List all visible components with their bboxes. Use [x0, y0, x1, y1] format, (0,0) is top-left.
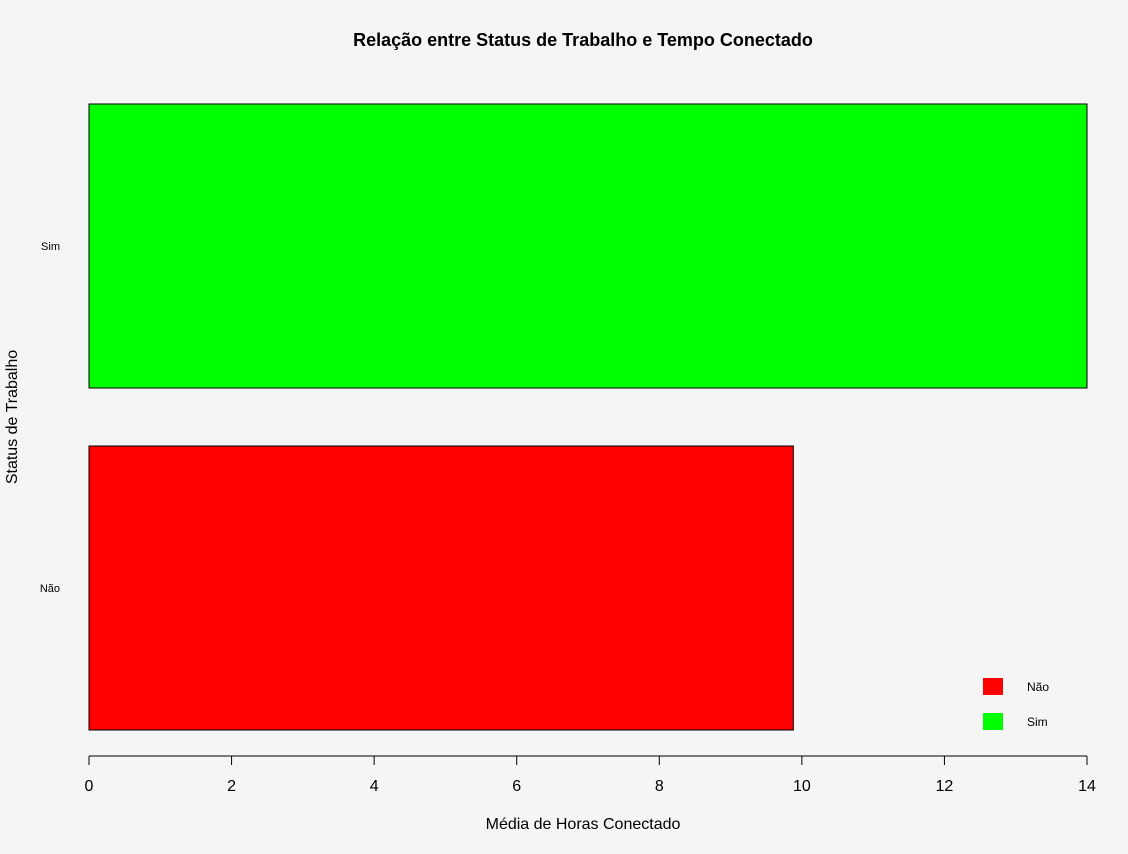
- legend-label: Não: [1027, 680, 1049, 694]
- x-tick-label: 0: [85, 778, 94, 795]
- y-axis-title: Status de Trabalho: [4, 350, 21, 484]
- category-label: Não: [40, 583, 60, 595]
- x-axis-title: Média de Horas Conectado: [486, 816, 681, 833]
- legend-swatch: [983, 678, 1003, 695]
- category-labels: Não Sim: [40, 241, 60, 595]
- x-axis: 0 2 4 6 8 10 12 14: [85, 755, 1096, 795]
- bar-sim: [88, 103, 1088, 389]
- x-tick-label: 12: [936, 778, 954, 795]
- x-tick-label: 8: [655, 778, 664, 795]
- x-ticks: 0 2 4 6 8 10 12 14: [85, 756, 1096, 795]
- x-tick-label: 6: [512, 778, 521, 795]
- legend: Não Sim: [983, 678, 1049, 730]
- chart-title: Relação entre Status de Trabalho e Tempo…: [353, 30, 813, 50]
- legend-swatch: [983, 713, 1003, 730]
- x-tick-label: 4: [370, 778, 379, 795]
- x-tick-label: 2: [227, 778, 236, 795]
- category-label: Sim: [41, 241, 60, 253]
- bars-group: [88, 103, 1088, 731]
- x-tick-label: 10: [793, 778, 811, 795]
- x-tick-label: 14: [1078, 778, 1096, 795]
- legend-label: Sim: [1027, 715, 1048, 729]
- bar-nao: [88, 445, 794, 731]
